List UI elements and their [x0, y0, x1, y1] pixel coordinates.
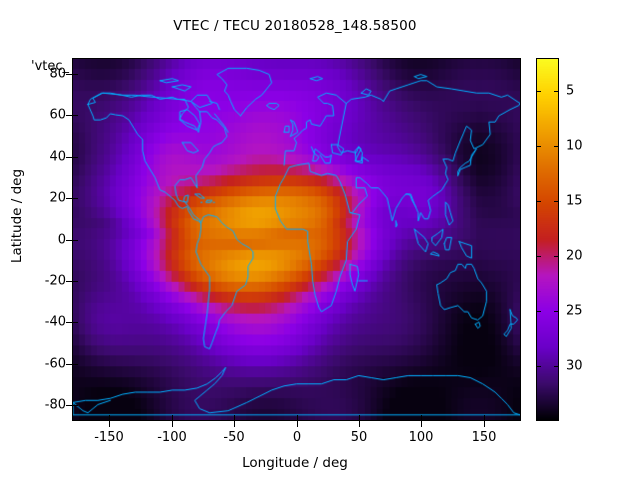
y-tick-label: 80 [49, 66, 66, 82]
y-tick-label: 40 [49, 149, 66, 165]
x-tick-mark-inner [484, 415, 485, 421]
x-tick-mark [421, 421, 422, 427]
y-tick-mark-inner [72, 74, 78, 75]
colorbar-tick-mark [554, 256, 559, 257]
x-tick-mark [109, 421, 110, 427]
colorbar-tick-mark [536, 146, 541, 147]
colorbar-tick-label: 20 [566, 248, 583, 264]
colorbar-tick-mark [536, 311, 541, 312]
colorbar-tick-mark [554, 201, 559, 202]
x-tick-mark [297, 421, 298, 427]
y-tick-mark [66, 322, 72, 323]
x-tick-label: 150 [471, 430, 497, 445]
x-tick-mark-inner [172, 415, 173, 421]
x-tick-mark [359, 421, 360, 427]
colorbar-tick-label: 10 [566, 138, 583, 154]
colorbar-tick-mark [554, 146, 559, 147]
y-tick-label: -80 [44, 397, 66, 413]
x-tick-mark-inner [234, 415, 235, 421]
x-tick-label: -150 [94, 430, 124, 445]
x-tick-mark-inner [109, 415, 110, 421]
colorbar-tick-mark [554, 91, 559, 92]
x-tick-label: 50 [350, 430, 368, 445]
x-tick-mark-inner [359, 415, 360, 421]
x-tick-label: 100 [408, 430, 434, 445]
x-tick-mark [484, 421, 485, 427]
y-tick-mark [66, 405, 72, 406]
colorbar-tick-mark [536, 91, 541, 92]
y-tick-mark-inner [72, 198, 78, 199]
colorbar-tick-label: 30 [566, 358, 583, 374]
y-tick-mark [66, 364, 72, 365]
page-title: VTEC / TECU 20180528_148.58500 [173, 18, 417, 34]
colorbar-tick-mark [554, 366, 559, 367]
colorbar [536, 58, 559, 421]
colorbar-tick-mark [536, 201, 541, 202]
x-tick-mark [234, 421, 235, 427]
coastline-overlay [73, 59, 520, 420]
y-tick-mark-inner [72, 364, 78, 365]
x-tick-label: -100 [157, 430, 187, 445]
y-axis-title: Latitude / deg [9, 168, 25, 264]
x-tick-label: 0 [292, 430, 302, 445]
y-tick-mark-inner [72, 115, 78, 116]
colorbar-gradient [537, 59, 558, 420]
y-tick-label: -20 [44, 273, 66, 289]
vtec-series-label: 'vtec_ [31, 59, 70, 74]
colorbar-tick-label: 15 [566, 193, 583, 209]
y-tick-label: -40 [44, 314, 66, 330]
y-tick-mark-inner [72, 240, 78, 241]
x-tick-mark [172, 421, 173, 427]
y-tick-mark [66, 240, 72, 241]
colorbar-tick-label: 5 [566, 83, 575, 99]
vtec-map-plot-area [72, 58, 521, 421]
y-tick-label: 0 [57, 232, 66, 248]
y-tick-label: 20 [49, 190, 66, 206]
y-tick-label: -60 [44, 356, 66, 372]
colorbar-tick-mark [536, 366, 541, 367]
y-tick-mark [66, 198, 72, 199]
x-tick-label: -50 [223, 430, 245, 445]
y-tick-label: 60 [49, 107, 66, 123]
colorbar-tick-mark [554, 311, 559, 312]
y-tick-mark [66, 115, 72, 116]
y-tick-mark [66, 157, 72, 158]
colorbar-tick-label: 25 [566, 303, 583, 319]
x-axis-title: Longitude / deg [242, 455, 348, 471]
x-tick-mark-inner [421, 415, 422, 421]
y-tick-mark-inner [72, 322, 78, 323]
y-tick-mark-inner [72, 281, 78, 282]
y-tick-mark [66, 281, 72, 282]
colorbar-tick-mark [536, 256, 541, 257]
y-tick-mark [66, 74, 72, 75]
y-tick-mark-inner [72, 157, 78, 158]
y-tick-mark-inner [72, 405, 78, 406]
x-tick-mark-inner [297, 415, 298, 421]
